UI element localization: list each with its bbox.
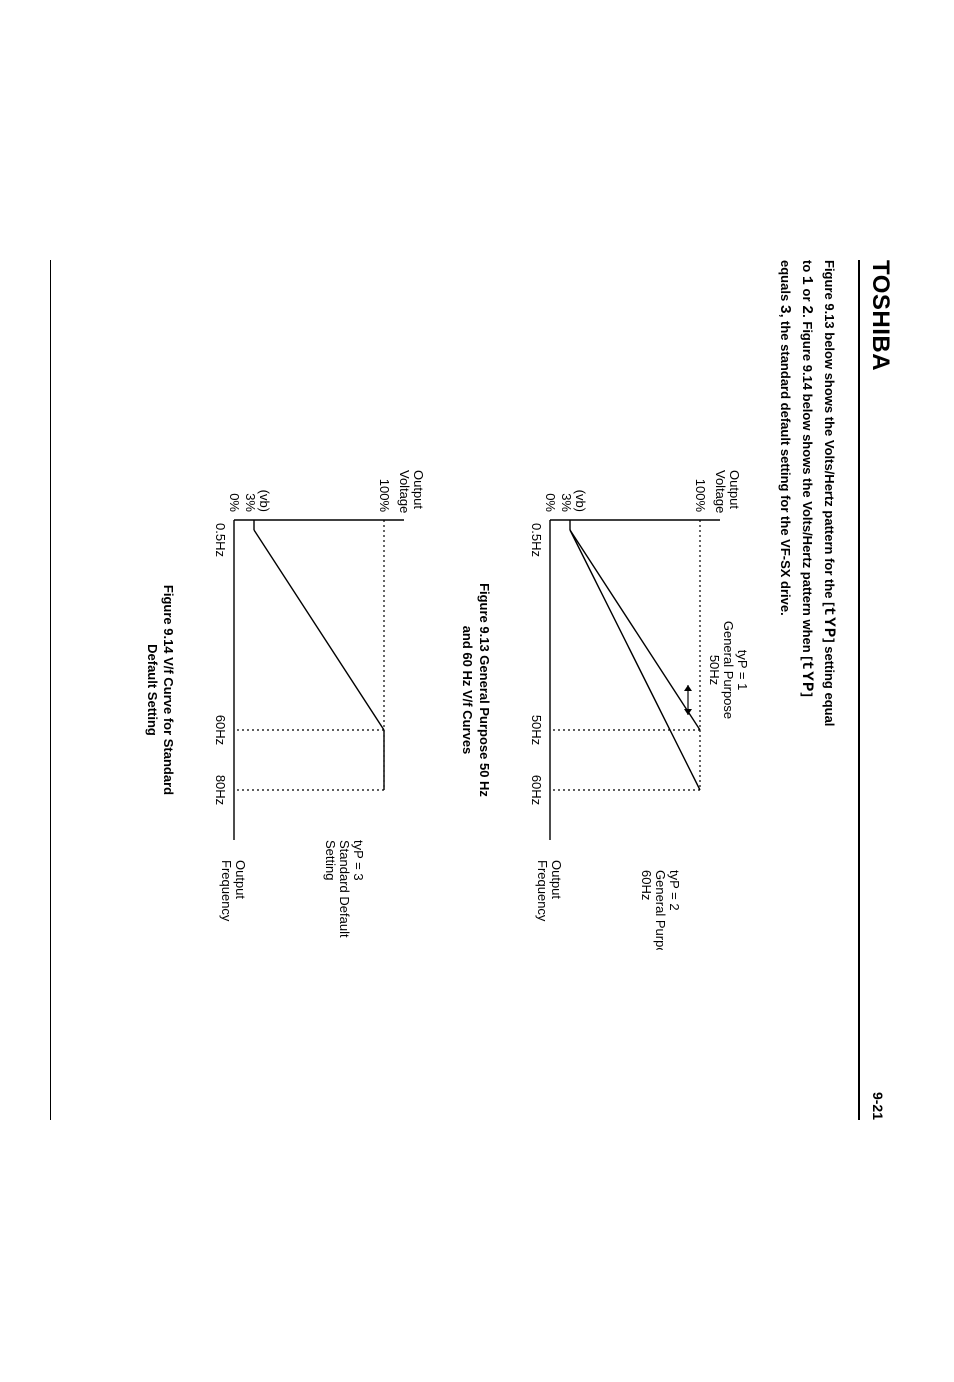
intro-text: , the standard default setting for the V… (778, 314, 793, 616)
svg-text:3%: 3% (243, 493, 258, 512)
seg-2: 2 (798, 305, 815, 314)
svg-text:Standard Default: Standard Default (337, 840, 352, 938)
svg-text:3%: 3% (559, 493, 574, 512)
seg-3: 3 (776, 305, 793, 314)
svg-text:Output: Output (411, 470, 426, 509)
svg-text:Output: Output (727, 470, 742, 509)
intro-text: to (800, 260, 815, 276)
svg-text:100%: 100% (693, 479, 708, 513)
svg-text:tyP = 2: tyP = 2 (667, 870, 682, 911)
caption-line: Figure 9.13 General Purpose 50 Hz (477, 583, 492, 797)
seg-typ-2: tYP (798, 661, 816, 693)
caption-line: Default Setting (145, 644, 160, 736)
intro-text: ] setting equal (822, 638, 837, 726)
figure-9-14-caption: Figure 9.14 V/f Curve for Standard Defau… (143, 585, 177, 795)
svg-text:Frequency: Frequency (219, 860, 234, 922)
intro-text: or (800, 285, 815, 305)
page-content: TOSHIBA 9-21 Figure 9.13 below shows the… (143, 260, 894, 1120)
brand-logo: TOSHIBA (866, 260, 894, 371)
svg-text:Setting: Setting (323, 840, 338, 880)
svg-text:Output: Output (233, 860, 248, 899)
svg-text:0.5Hz: 0.5Hz (529, 523, 544, 557)
chart-9-14: OutputVoltage100%(vb)3%0%0.5Hz60Hz80HzOu… (184, 430, 434, 950)
svg-text:50Hz: 50Hz (529, 715, 544, 745)
intro-text: ] (800, 692, 815, 696)
caption-line: and 60 Hz V/f Curves (460, 626, 475, 755)
svg-text:60Hz: 60Hz (213, 715, 228, 745)
svg-text:(vb): (vb) (257, 490, 272, 512)
intro-text: equals (778, 260, 793, 305)
svg-text:Voltage: Voltage (397, 470, 412, 513)
svg-text:50Hz: 50Hz (707, 655, 722, 685)
svg-text:60Hz: 60Hz (529, 775, 544, 805)
seg-typ-1: tYP (820, 606, 838, 638)
chart-9-13: OutputVoltage100%(vb)3%0%0.5Hz50Hz60HzOu… (500, 430, 750, 950)
figure-9-14: OutputVoltage100%(vb)3%0%0.5Hz60Hz80HzOu… (143, 260, 435, 1120)
svg-text:80Hz: 80Hz (213, 775, 228, 805)
svg-text:tyP = 1: tyP = 1 (735, 650, 750, 691)
svg-text:General Purpose: General Purpose (653, 870, 668, 950)
svg-text:Voltage: Voltage (713, 470, 728, 513)
intro-text: . Figure 9.14 below shows the Volts/Hert… (800, 314, 815, 660)
svg-text:100%: 100% (377, 479, 392, 513)
intro-text: Figure 9.13 below shows the Volts/Hertz … (822, 260, 837, 606)
footer-rule (50, 260, 51, 1120)
svg-text:Output: Output (549, 860, 564, 899)
svg-text:0.5Hz: 0.5Hz (213, 523, 228, 557)
svg-text:0%: 0% (227, 493, 242, 512)
svg-text:0%: 0% (543, 493, 558, 512)
figure-9-13-caption: Figure 9.13 General Purpose 50 Hz and 60… (458, 583, 492, 797)
seg-1: 1 (798, 276, 815, 285)
figure-9-13: OutputVoltage100%(vb)3%0%0.5Hz50Hz60HzOu… (458, 260, 750, 1120)
page-number: 9-21 (870, 1092, 886, 1120)
page-header: TOSHIBA 9-21 (858, 260, 894, 1120)
caption-line: Figure 9.14 V/f Curve for Standard (161, 585, 176, 795)
rotated-page-container: TOSHIBA 9-21 Figure 9.13 below shows the… (0, 0, 954, 1382)
svg-text:60Hz: 60Hz (639, 870, 654, 900)
svg-text:General Purpose: General Purpose (721, 621, 736, 719)
svg-text:tyP = 3: tyP = 3 (351, 840, 366, 881)
svg-text:(vb): (vb) (573, 490, 588, 512)
svg-text:Frequency: Frequency (535, 860, 550, 922)
intro-paragraph: Figure 9.13 below shows the Volts/Hertz … (774, 260, 840, 1120)
